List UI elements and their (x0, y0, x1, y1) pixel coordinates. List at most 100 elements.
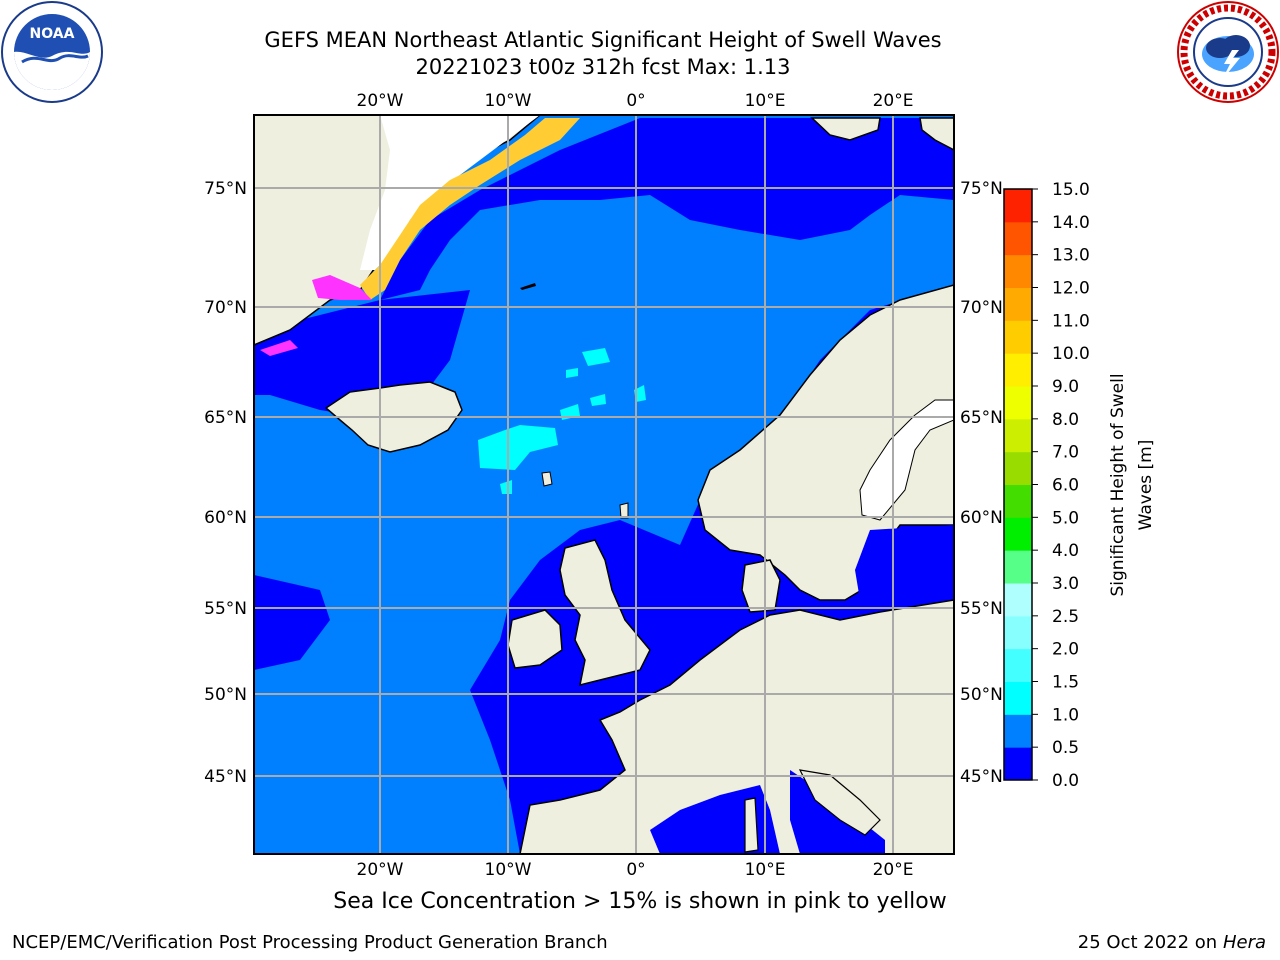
baltic-sea (855, 525, 954, 610)
sea-ice-white (360, 115, 540, 270)
sea-ice-pink-yellow (360, 118, 580, 300)
colorbar-tick-label: 2.0 (1052, 640, 1079, 660)
swell-band-1-1_5-patch-d (566, 368, 578, 378)
colorbar-tick-label: 13.0 (1052, 246, 1090, 266)
lon-label: 0° (626, 91, 645, 111)
colorbar-tick-label: 4.0 (1052, 541, 1079, 561)
colorbar-tick-label: 1.5 (1052, 673, 1079, 693)
colorbar-segment (1004, 451, 1032, 485)
map-area (254, 115, 954, 854)
land-corsica-sardinia (744, 797, 759, 853)
lat-label: 60°N (960, 508, 1003, 528)
colorbar-tick-label: 0.0 (1052, 771, 1079, 791)
colorbar-segment (1004, 583, 1032, 617)
swell-band-1-1_5-patch-c (582, 348, 610, 366)
land-shetland (619, 502, 629, 519)
colorbar-tick-label: 10.0 (1052, 344, 1090, 364)
colorbar-tick-label: 3.0 (1052, 574, 1079, 594)
colorbar-segment (1004, 747, 1032, 781)
lon-label: 20°E (873, 860, 914, 880)
colorbar-segment (1004, 615, 1032, 650)
colorbar-tick-label: 11.0 (1052, 311, 1090, 331)
lat-label: 55°N (960, 599, 1003, 619)
credit-machine: Hera (1222, 932, 1266, 953)
swell-band-0-0_5-greenland (380, 118, 954, 300)
chart-subtitle: 20221023 t00z 312h fcst Max: 1.13 (415, 55, 791, 79)
lat-label: 65°N (204, 408, 247, 428)
lat-label: 45°N (204, 767, 247, 787)
credit-left: NCEP/EMC/Verification Post Processing Pr… (12, 932, 608, 953)
colorbar-segment (1004, 189, 1032, 223)
colorbar-segment (1004, 648, 1032, 682)
land-great-britain (559, 539, 651, 687)
colorbar-tick-label: 5.0 (1052, 508, 1079, 528)
sea-ice-note: Sea Ice Concentration > 15% is shown in … (333, 889, 947, 914)
lon-label: 10°W (485, 91, 532, 111)
credit-date: 25 Oct 2022 on (1077, 932, 1223, 953)
land-denmark (741, 559, 781, 613)
colorbar-segment (1004, 221, 1032, 256)
sea-ice-pink-2 (260, 340, 298, 356)
colorbar-tick-label: 14.0 (1052, 213, 1090, 233)
lat-label: 55°N (204, 599, 247, 619)
lon-label: 20°W (357, 860, 404, 880)
lat-labels-left: 75°N 70°N 65°N 60°N 55°N 50°N 45°N (204, 179, 247, 787)
lat-labels-right: 75°N 70°N 65°N 60°N 55°N 50°N 45°N (960, 179, 1003, 787)
colorbar-tick-label: 7.0 (1052, 443, 1079, 463)
credit-right: 25 Oct 2022 on Hera (1078, 932, 1266, 953)
colorbar-tick-label: 0.5 (1052, 738, 1079, 758)
colorbar-segment (1004, 517, 1032, 551)
land-italy (798, 769, 881, 836)
sea-ice-bothnia (859, 399, 954, 521)
swell-band-0-0_5-w-edge (254, 575, 330, 670)
noaa-logo-text: NOAA (30, 26, 75, 42)
lon-label: 0° (626, 860, 645, 880)
land-faroes (541, 471, 553, 487)
colorbar-label-line1: Significant Height of Swell (1108, 373, 1128, 596)
lat-label: 70°N (204, 298, 247, 318)
lat-label: 75°N (960, 179, 1003, 199)
colorbar-tick-label: 2.5 (1052, 607, 1079, 627)
colorbar-tick-label: 15.0 (1052, 180, 1090, 200)
colorbar-segment (1004, 320, 1032, 354)
colorbar-segment (1004, 254, 1032, 288)
colorbar-segment (1004, 353, 1032, 387)
lon-label: 10°W (485, 860, 532, 880)
lat-label: 50°N (204, 685, 247, 705)
sea-ice-pink (312, 275, 372, 300)
colorbar-tick-label: 6.0 (1052, 476, 1079, 496)
map-frame (253, 114, 955, 855)
lat-label: 65°N (960, 408, 1003, 428)
colorbar-tick-label: 1.0 (1052, 705, 1079, 725)
colorbar-tick-label: 12.0 (1052, 279, 1090, 299)
lon-label: 20°W (357, 91, 404, 111)
colorbar-segment (1004, 681, 1032, 715)
colorbar-label: Significant Height of Swell Waves [m] (1108, 373, 1156, 596)
lat-label: 75°N (204, 179, 247, 199)
swell-band-1-1_5-patch-e (590, 394, 606, 406)
colorbar-segment (1004, 386, 1032, 420)
land-svalbard-east (919, 117, 954, 151)
colorbar-tick-label: 8.0 (1052, 410, 1079, 430)
lat-label: 60°N (204, 508, 247, 528)
lat-label: 50°N (960, 685, 1003, 705)
colorbar-segment (1004, 418, 1032, 453)
lat-label: 70°N (960, 298, 1003, 318)
lon-label: 10°E (745, 860, 786, 880)
lat-label: 45°N (960, 767, 1003, 787)
lon-labels-top: 20°W 10°W 0° 10°E 20°E (357, 91, 914, 111)
swell-band-1-1_5-patch-a (478, 425, 558, 470)
chart-title: GEFS MEAN Northeast Atlantic Significant… (264, 28, 942, 52)
colorbar-segment (1004, 714, 1032, 748)
lon-label: 20°E (873, 91, 914, 111)
colorbar-segment (1004, 550, 1032, 584)
colorbar-label-line2: Waves [m] (1136, 440, 1156, 531)
colorbar-tick-label: 9.0 (1052, 377, 1079, 397)
lon-label: 10°E (745, 91, 786, 111)
land-ireland (507, 609, 563, 669)
land-svalbard (810, 117, 881, 141)
noaa-logo: NOAA (1, 1, 103, 103)
lon-labels-bottom: 20°W 10°W 0° 10°E 20°E (357, 860, 914, 880)
colorbar-segment (1004, 484, 1032, 518)
